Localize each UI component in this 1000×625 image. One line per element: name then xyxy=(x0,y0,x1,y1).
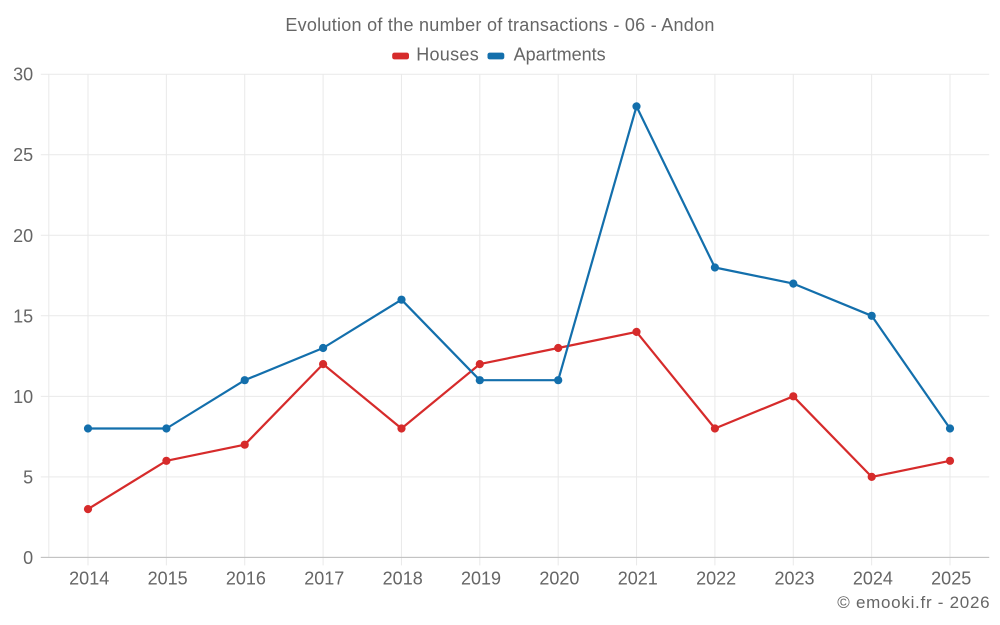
svg-text:30: 30 xyxy=(13,65,33,85)
svg-text:2018: 2018 xyxy=(383,569,423,589)
svg-text:2025: 2025 xyxy=(931,569,971,589)
svg-text:2020: 2020 xyxy=(539,569,579,589)
svg-text:2014: 2014 xyxy=(69,569,109,589)
svg-text:Apartments: Apartments xyxy=(514,45,606,65)
svg-text:Evolution of the number of tra: Evolution of the number of transactions … xyxy=(285,15,714,35)
svg-text:2022: 2022 xyxy=(696,569,736,589)
svg-text:25: 25 xyxy=(13,145,33,165)
svg-text:2024: 2024 xyxy=(853,569,893,589)
svg-text:2016: 2016 xyxy=(226,569,266,589)
svg-text:2017: 2017 xyxy=(304,569,344,589)
svg-text:Houses: Houses xyxy=(416,45,479,65)
svg-text:5: 5 xyxy=(23,467,33,487)
svg-text:2015: 2015 xyxy=(148,569,188,589)
svg-text:2019: 2019 xyxy=(461,569,501,589)
svg-text:2023: 2023 xyxy=(774,569,814,589)
svg-text:15: 15 xyxy=(13,306,33,326)
svg-text:0: 0 xyxy=(23,548,33,568)
svg-text:20: 20 xyxy=(13,226,33,246)
svg-text:2021: 2021 xyxy=(618,569,658,589)
svg-text:10: 10 xyxy=(13,387,33,407)
svg-text:© emooki.fr - 2026: © emooki.fr - 2026 xyxy=(837,593,990,612)
